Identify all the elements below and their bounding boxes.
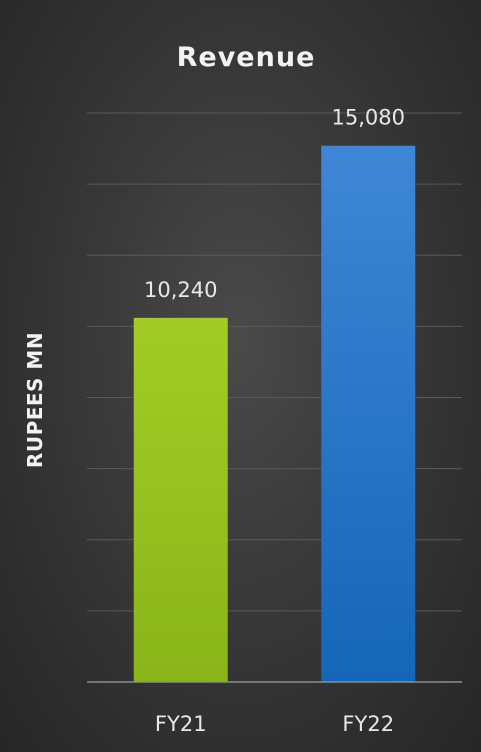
data-label-fy21: 10,240: [144, 278, 217, 302]
y-axis-label: RUPEES MN: [23, 332, 47, 468]
bar-fy21: [133, 317, 228, 682]
x-tick-fy21: FY21: [155, 712, 207, 736]
bar-fy22: [321, 145, 416, 682]
x-axis-ticks: FY21 FY22: [155, 712, 394, 736]
data-label-fy22: 15,080: [332, 106, 405, 130]
bars: [133, 145, 416, 682]
data-labels: 10,240 15,080: [144, 106, 405, 302]
x-tick-fy22: FY22: [342, 712, 394, 736]
chart-title: Revenue: [177, 42, 316, 73]
